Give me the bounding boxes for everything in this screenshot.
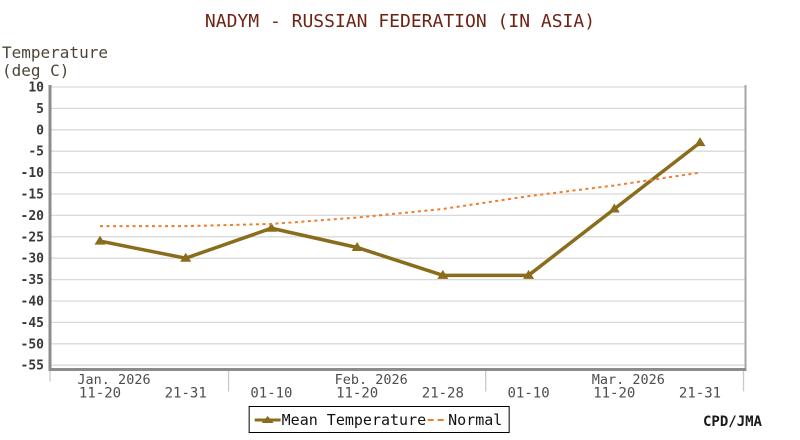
x-tick-label: 11-20 xyxy=(79,386,121,402)
mean-line-sample-icon xyxy=(254,415,281,423)
x-tick-label: 21-28 xyxy=(422,386,464,402)
mean-temperature-marker xyxy=(351,242,363,251)
y-tick-label: -10 xyxy=(21,166,45,181)
legend-label-mean-temperature: Mean Temperature xyxy=(281,410,427,429)
mean-temperature-marker xyxy=(437,269,449,279)
y-tick-label: -25 xyxy=(21,230,44,245)
x-tick-label: 01-10 xyxy=(250,386,292,402)
chart-title: NADYM - RUSSIAN FEDERATION (IN ASIA) xyxy=(204,11,596,32)
mean-temperature-marker xyxy=(608,203,620,213)
y-axis-caption: Temperature (deg C) xyxy=(2,44,108,80)
y-tick-label: -5 xyxy=(28,145,44,160)
y-tick-label: -30 xyxy=(21,252,45,267)
y-tick-label: -35 xyxy=(21,273,44,288)
month-year-label: Jan. 2026 xyxy=(77,372,150,388)
y-tick-label: -20 xyxy=(21,209,45,224)
y-tick-label: -15 xyxy=(21,188,44,203)
y-axis-caption-line1: Temperature xyxy=(2,43,108,62)
normal-line-sample-icon xyxy=(427,418,448,421)
x-tick-label: 11-20 xyxy=(336,386,378,402)
legend-item-normal: Normal xyxy=(426,411,502,429)
x-tick-label: 21-31 xyxy=(679,386,721,402)
mean-temperature-line xyxy=(99,141,702,278)
mean-temperature-marker xyxy=(94,235,106,245)
normal-line xyxy=(100,171,701,228)
mean-temperature-marker xyxy=(694,137,706,147)
y-tick-label: 0 xyxy=(36,123,44,138)
mean-temperature-marker xyxy=(180,252,192,262)
legend: Mean Temperature Normal xyxy=(248,406,510,433)
y-tick-label: -45 xyxy=(21,316,44,331)
legend-item-mean-temperature: Mean Temperature xyxy=(254,410,427,429)
y-tick-label: -55 xyxy=(21,359,44,374)
y-axis-caption-line2: (deg C) xyxy=(2,61,70,80)
x-tick-label: 11-20 xyxy=(593,386,635,402)
y-tick-label: -40 xyxy=(21,295,45,310)
y-tick-label: 5 xyxy=(36,102,44,117)
mean-temperature-marker xyxy=(523,269,535,279)
y-tick-label: 10 xyxy=(28,81,44,96)
month-year-label: Feb. 2026 xyxy=(335,372,408,388)
x-tick-label: 01-10 xyxy=(507,386,549,402)
legend-label-normal: Normal xyxy=(448,410,503,429)
credit-label: CPD/JMA xyxy=(702,414,762,430)
x-tick-label: 21-31 xyxy=(165,386,207,402)
y-tick-label: -50 xyxy=(21,337,45,352)
mean-temperature-marker xyxy=(265,222,277,232)
month-year-label: Mar. 2026 xyxy=(592,372,665,388)
